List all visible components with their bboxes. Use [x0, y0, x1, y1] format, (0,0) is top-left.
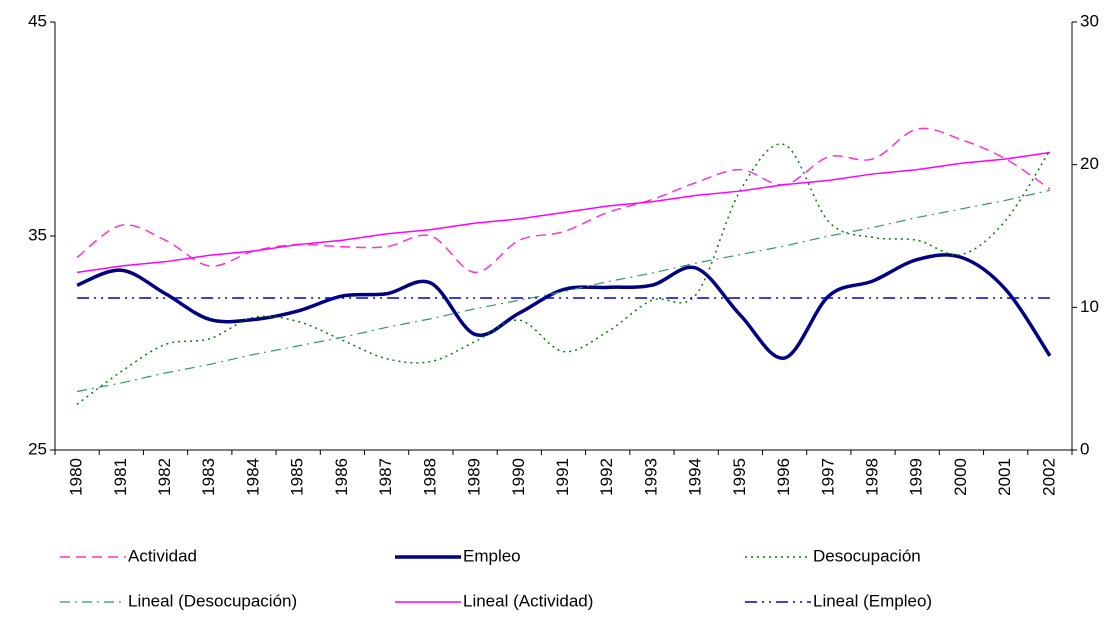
x-tick-label: 1998 — [863, 458, 882, 496]
x-tick-label: 1996 — [774, 458, 793, 496]
y2-tick-label: 30 — [1080, 11, 1099, 30]
legend-label: Lineal (Actividad) — [463, 591, 593, 610]
y-tick-label: 25 — [28, 439, 47, 458]
series-line — [76, 253, 1052, 360]
legend-label: Actividad — [128, 546, 197, 565]
y-tick-label: 45 — [28, 11, 47, 30]
series-line — [76, 127, 1051, 274]
x-tick-label: 1991 — [553, 458, 572, 496]
x-tick-label: 1985 — [288, 458, 307, 496]
x-tick-label: 1990 — [509, 458, 528, 496]
legend-label: Lineal (Empleo) — [813, 591, 932, 610]
y-tick-label: 35 — [28, 225, 47, 244]
x-tick-label: 1989 — [465, 458, 484, 496]
x-tick-label: 1983 — [199, 458, 218, 496]
x-tick-label: 1994 — [686, 458, 705, 496]
y2-tick-label: 20 — [1080, 154, 1099, 173]
x-tick-label: 1997 — [818, 458, 837, 496]
x-tick-label: 2001 — [995, 458, 1014, 496]
legend-label: Lineal (Desocupación) — [128, 591, 297, 610]
legend-label: Desocupación — [813, 546, 921, 565]
x-tick-label: 1981 — [111, 458, 130, 496]
x-tick-label: 1982 — [155, 458, 174, 496]
x-tick-label: 1986 — [332, 458, 351, 496]
series-line — [76, 143, 1051, 405]
x-tick-label: 2000 — [951, 458, 970, 496]
x-tick-label: 1995 — [730, 458, 749, 496]
y2-tick-label: 10 — [1080, 297, 1099, 316]
x-tick-label: 1984 — [243, 458, 262, 496]
x-tick-label: 1993 — [641, 458, 660, 496]
x-tick-label: 1999 — [907, 458, 926, 496]
y2-tick-label: 0 — [1080, 439, 1089, 458]
series-line — [77, 151, 1050, 274]
x-tick-label: 1988 — [420, 458, 439, 496]
x-tick-label: 2002 — [1039, 458, 1058, 496]
x-tick-label: 1987 — [376, 458, 395, 496]
x-tick-label: 1980 — [67, 458, 86, 496]
legend-label: Empleo — [463, 546, 521, 565]
x-tick-label: 1992 — [597, 458, 616, 496]
